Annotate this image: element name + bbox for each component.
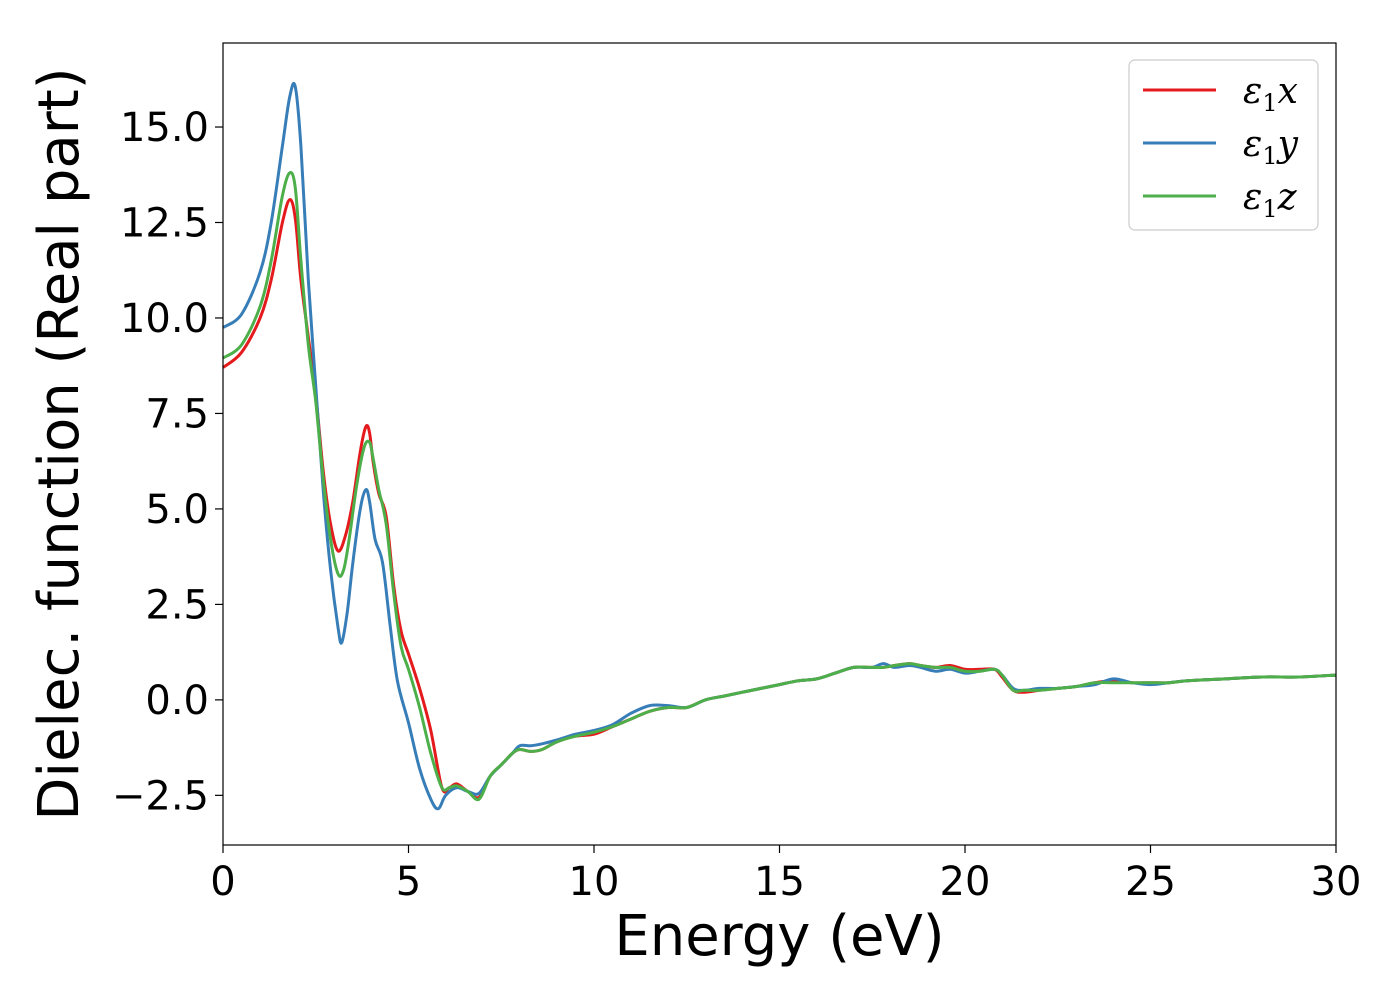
x-tick-label: 5 (396, 859, 421, 905)
legend-label-y: ε1y (1243, 124, 1299, 170)
series-line-z (222, 171, 1337, 802)
x-axis-title: Energy (eV) (614, 904, 944, 969)
y-tick-label: 12.5 (120, 200, 209, 246)
x-tick-label: 15 (754, 859, 805, 905)
x-tick-label: 30 (1311, 859, 1362, 905)
legend-label-z: ε1z (1243, 177, 1298, 223)
y-tick-label: 5.0 (145, 487, 209, 533)
y-tick-label: −2.5 (112, 773, 209, 819)
y-axis: −2.5 0.0 2.5 5.0 7.5 10.0 12.5 15.0 (112, 105, 223, 819)
y-tick-label: 0.0 (145, 678, 209, 724)
x-axis: 0 5 10 15 20 25 30 (210, 845, 1361, 905)
x-tick-label: 25 (1125, 859, 1176, 905)
y-tick-label: 10.0 (120, 296, 209, 342)
legend-box (1128, 59, 1319, 231)
legend-label-x: ε1x (1243, 71, 1298, 117)
x-tick-label: 10 (569, 859, 620, 905)
y-tick-label: 15.0 (120, 105, 209, 151)
y-axis-title: Dielec. function (Real part) (27, 67, 92, 820)
y-tick-label: 7.5 (145, 391, 209, 437)
x-tick-label: 20 (940, 859, 991, 905)
series-layer (222, 82, 1337, 811)
legend: ε1x ε1y ε1z (1128, 59, 1319, 231)
y-tick-label: 2.5 (145, 582, 209, 628)
x-tick-label: 0 (210, 859, 235, 905)
